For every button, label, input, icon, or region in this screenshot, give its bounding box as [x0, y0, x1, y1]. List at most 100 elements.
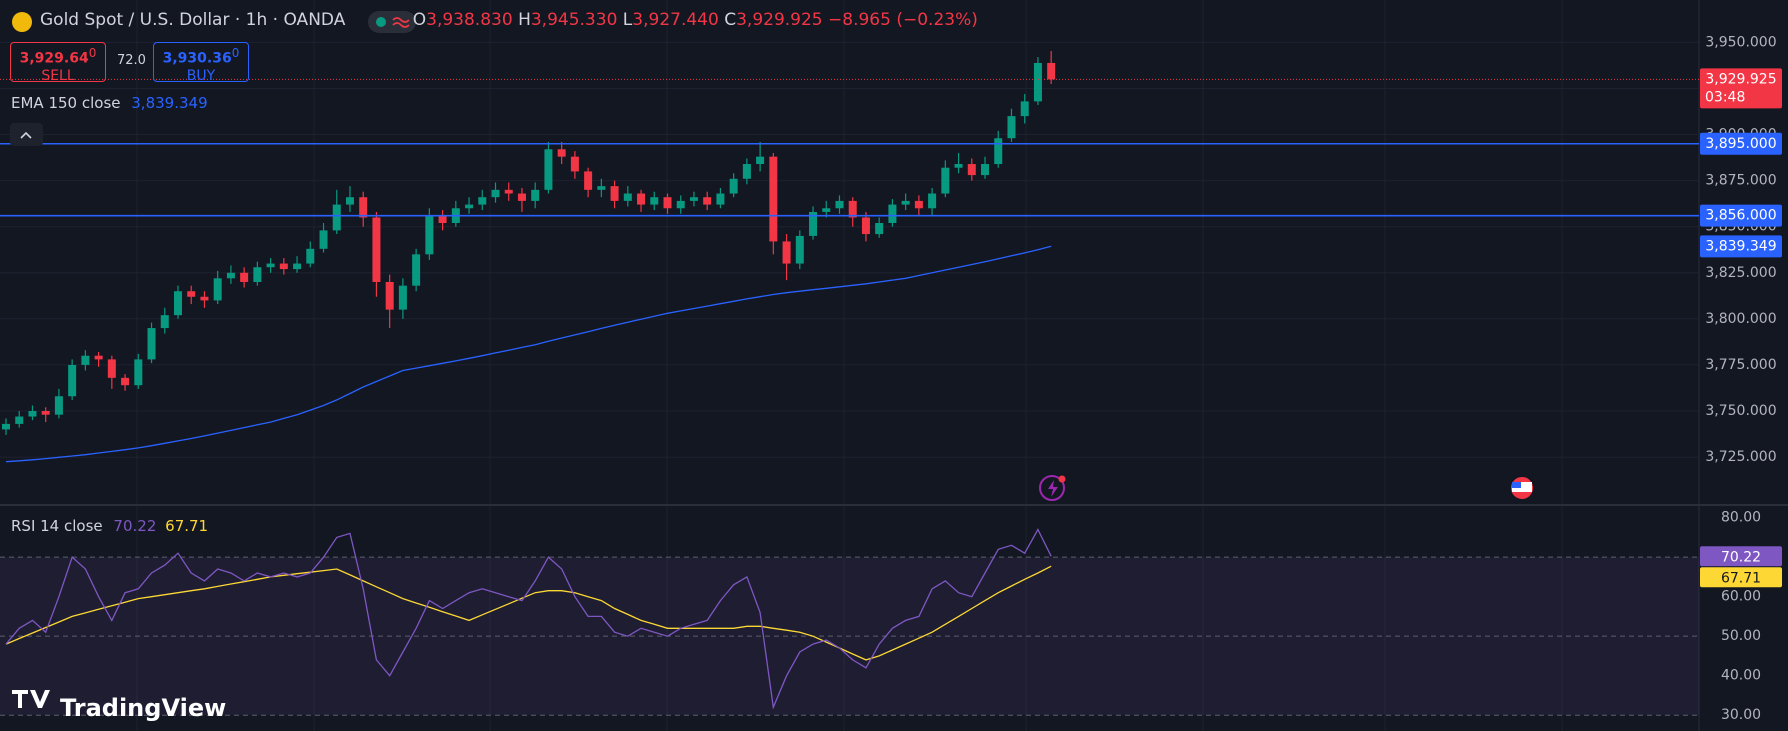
- candle-body: [266, 263, 275, 268]
- y-tick-label: 3,725.000: [1705, 449, 1776, 465]
- brand-logo: [12, 690, 50, 708]
- symbol-header: Gold Spot / U.S. Dollar · 1h · OANDA O3,…: [40, 10, 978, 30]
- brand-name: TradingView: [60, 694, 226, 722]
- rsi-badge: 67.71: [1721, 570, 1761, 586]
- rsi-badge: 70.22: [1721, 549, 1761, 565]
- candle-body: [689, 197, 698, 201]
- candle-body: [901, 200, 910, 205]
- sell-label: SELL: [41, 67, 75, 84]
- candle-body: [1047, 62, 1056, 80]
- candle-body: [623, 193, 632, 201]
- candle-body: [650, 197, 659, 205]
- spread: 72.0: [117, 53, 146, 68]
- level-badge-bg: [1700, 204, 1782, 227]
- candle-body: [306, 248, 315, 264]
- candle-body: [491, 189, 500, 198]
- candle-body: [888, 204, 897, 224]
- y-tick-label: 3,825.000: [1705, 265, 1776, 281]
- last-price-badge-bg: [1700, 68, 1782, 109]
- plot-layer: 3,725.000 3,750.000 3,775.000 3,800.000 3,82…: [0, 34, 1782, 723]
- ema-title: EMA 150 close: [11, 94, 121, 112]
- level-badge-bg: [1700, 132, 1782, 155]
- candle-body: [981, 164, 990, 176]
- rsi-title: RSI 14 close: [11, 517, 103, 535]
- buy-price: 3,930.36: [162, 50, 232, 67]
- candle-body: [848, 200, 857, 218]
- candle-body: [107, 359, 116, 378]
- candle-body: [928, 193, 937, 209]
- y-tick-label: 60.00: [1721, 589, 1761, 605]
- candle-body: [531, 189, 540, 201]
- candle-body: [438, 215, 447, 224]
- candle-body: [478, 197, 487, 205]
- candle-body: [134, 359, 143, 386]
- candle-body: [742, 164, 751, 179]
- candle-body: [597, 186, 606, 190]
- event-icon[interactable]: [1039, 475, 1065, 501]
- candle-body: [94, 355, 103, 360]
- ohlc-value: 3,927.440: [632, 10, 719, 30]
- rsi-badge-bg: [1700, 567, 1782, 588]
- candle-body: [861, 217, 870, 235]
- candle-body: [822, 208, 831, 212]
- ema-line: [5, 245, 1052, 463]
- y-tick-label: 3,775.000: [1705, 357, 1776, 373]
- flag-stripes: [1512, 482, 1532, 492]
- candle-body: [1007, 116, 1016, 139]
- candle-body: [147, 328, 156, 360]
- market-open-dot: [376, 17, 386, 27]
- candle-body: [676, 200, 685, 209]
- ema-legend: EMA 150 close 3,839.349: [11, 94, 208, 112]
- y-tick-label: 80.00: [1721, 510, 1761, 526]
- candle-body: [200, 296, 209, 301]
- y-tick-label: 3,875.000: [1705, 173, 1776, 189]
- candle-body: [914, 200, 923, 209]
- change: −8.965 (−0.23%): [828, 10, 978, 30]
- candle-body: [769, 156, 778, 242]
- candle-body: [425, 215, 434, 255]
- y-tick-label: 3,800.000: [1705, 311, 1776, 327]
- candle-body: [716, 193, 725, 205]
- last-price-badge: 3,929.925: [1705, 71, 1776, 87]
- candle-body: [782, 241, 791, 264]
- countdown: 03:48: [1705, 89, 1745, 105]
- symbol-icon: [12, 12, 32, 32]
- candle-body: [1020, 101, 1029, 117]
- candle-body: [954, 164, 963, 168]
- y-tick-label: 40.00: [1721, 668, 1761, 684]
- ohlc-key: O: [412, 10, 427, 30]
- rsi-ma-value: 67.71: [165, 517, 209, 535]
- candle-body: [967, 164, 976, 176]
- buy-button[interactable]: 3,930.360 BUY: [153, 42, 249, 84]
- sell-button[interactable]: 3,929.640 SELL: [10, 42, 106, 84]
- candle-body: [226, 272, 235, 279]
- candle-body: [293, 263, 302, 270]
- candle-body: [332, 204, 341, 231]
- candle-body: [517, 193, 526, 201]
- vertical-grid: [136, 0, 1563, 731]
- candle-body: [385, 281, 394, 310]
- ema-value: 3,839.349: [131, 94, 208, 112]
- candle-body: [68, 364, 77, 397]
- ema-badge: 3,839.349: [1705, 238, 1776, 254]
- candle-body: [465, 204, 474, 209]
- candle-body: [941, 167, 950, 194]
- lightning-glyph: [1048, 480, 1058, 497]
- rsi-line: [5, 528, 1052, 710]
- candle-body: [81, 355, 90, 365]
- y-tick-label: 3,950.000: [1705, 34, 1776, 50]
- candle-body: [279, 263, 288, 270]
- candle-body: [637, 193, 646, 205]
- candle-body: [15, 416, 24, 424]
- candle-body: [173, 291, 182, 316]
- candle-body: [54, 396, 63, 415]
- ohlc-value: 3,929.925: [736, 10, 823, 30]
- rsi-badge-bg: [1700, 546, 1782, 567]
- candle-body: [398, 285, 407, 310]
- candle-body: [319, 230, 328, 249]
- candle-body: [372, 217, 381, 282]
- candle-body: [412, 254, 421, 286]
- candle-body: [729, 178, 738, 194]
